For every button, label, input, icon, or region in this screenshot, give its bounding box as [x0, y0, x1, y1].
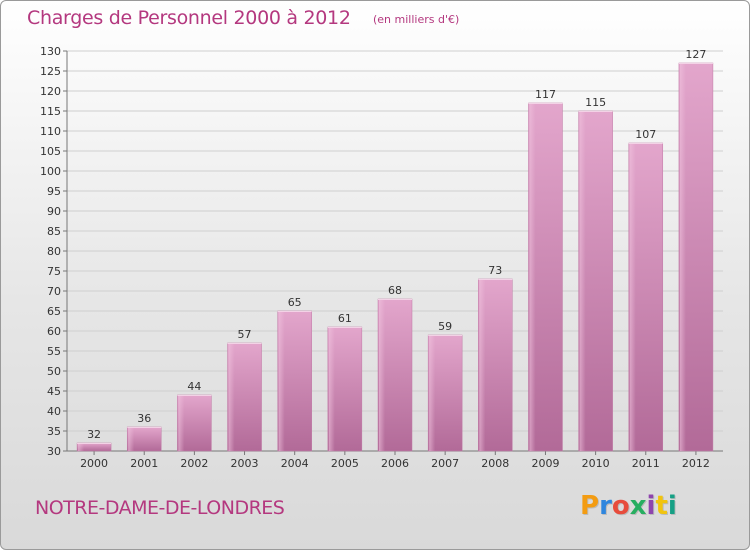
- value-label-2010: 115: [585, 96, 606, 109]
- y-tick-label: 45: [47, 385, 61, 398]
- labels-layer: 32 2000 36 2001 44 2002 57 2003 65 2004 61 2005 68 20…: [80, 48, 710, 470]
- y-tick-label: 60: [47, 325, 61, 338]
- y-tick-label: 115: [40, 105, 61, 118]
- y-tick-label: 30: [47, 445, 61, 458]
- bar-highlight: [128, 428, 135, 451]
- x-tick-label: 2004: [281, 457, 309, 470]
- logo-letter: r: [599, 491, 612, 521]
- value-label-2003: 57: [238, 328, 252, 341]
- y-tick-label: 100: [40, 165, 61, 178]
- proxiti-logo[interactable]: Proxiti: [580, 491, 677, 521]
- y-tick-label: 35: [47, 425, 61, 438]
- value-label-2000: 32: [87, 428, 101, 441]
- y-tick-label: 55: [47, 345, 61, 358]
- x-tick-label: 2000: [80, 457, 108, 470]
- value-label-2006: 68: [388, 284, 402, 297]
- bar-highlight: [529, 104, 536, 451]
- x-tick-label: 2001: [130, 457, 158, 470]
- y-tick-label: 110: [40, 125, 61, 138]
- bar-highlight: [629, 144, 636, 451]
- bar-highlight: [579, 112, 586, 451]
- y-tick-label: 65: [47, 305, 61, 318]
- x-tick-label: 2012: [682, 457, 710, 470]
- logo-letter: i: [667, 491, 677, 521]
- value-label-2012: 127: [685, 48, 706, 61]
- bar-highlight: [178, 396, 185, 451]
- y-tick-label: 130: [40, 45, 61, 58]
- y-tick-label: 70: [47, 285, 61, 298]
- y-tick-label: 50: [47, 365, 61, 378]
- bar-highlight: [379, 300, 385, 451]
- x-tick-label: 2006: [381, 457, 409, 470]
- bars-layer: [76, 62, 714, 452]
- y-tick-label: 125: [40, 65, 61, 78]
- logo-letter: x: [629, 491, 647, 521]
- y-tick-label: 80: [47, 245, 61, 258]
- bar-highlight: [328, 328, 335, 451]
- y-tick-label: 40: [47, 405, 61, 418]
- chart-title: Charges de Personnel 2000 à 2012: [27, 7, 351, 29]
- y-tick-label: 120: [40, 85, 61, 98]
- value-label-2011: 107: [635, 128, 656, 141]
- bar-highlight: [479, 280, 486, 451]
- y-tick-label: 95: [47, 185, 61, 198]
- logo-letter: t: [655, 491, 668, 521]
- value-label-2002: 44: [187, 380, 201, 393]
- value-label-2004: 65: [288, 296, 302, 309]
- y-tick-label: 90: [47, 205, 61, 218]
- x-tick-label: 2010: [582, 457, 610, 470]
- grid-layer: [67, 50, 723, 452]
- bar-highlight: [228, 344, 235, 451]
- chart-subtitle: (en milliers d'€): [373, 13, 460, 26]
- value-label-2008: 73: [488, 264, 502, 277]
- logo-letter: P: [580, 491, 600, 521]
- value-label-2007: 59: [438, 320, 452, 333]
- x-tick-label: 2002: [180, 457, 208, 470]
- value-label-2005: 61: [338, 312, 352, 325]
- y-tick-label: 85: [47, 225, 61, 238]
- y-tick-label: 105: [40, 145, 61, 158]
- x-tick-label: 2003: [231, 457, 259, 470]
- x-tick-label: 2009: [531, 457, 559, 470]
- logo-letter: o: [611, 491, 630, 521]
- bar-highlight: [78, 444, 85, 451]
- logo-letter: i: [646, 491, 656, 521]
- x-tick-label: 2008: [481, 457, 509, 470]
- x-tick-label: 2011: [632, 457, 660, 470]
- commune-name: NOTRE-DAME-DE-LONDRES: [35, 497, 285, 519]
- value-label-2009: 117: [535, 88, 556, 101]
- bar-highlight: [278, 312, 285, 451]
- value-label-2001: 36: [137, 412, 151, 425]
- bar-highlight: [679, 64, 686, 451]
- x-tick-label: 2007: [431, 457, 459, 470]
- y-tick-label: 75: [47, 265, 61, 278]
- bar-highlight: [429, 336, 436, 451]
- x-tick-label: 2005: [331, 457, 359, 470]
